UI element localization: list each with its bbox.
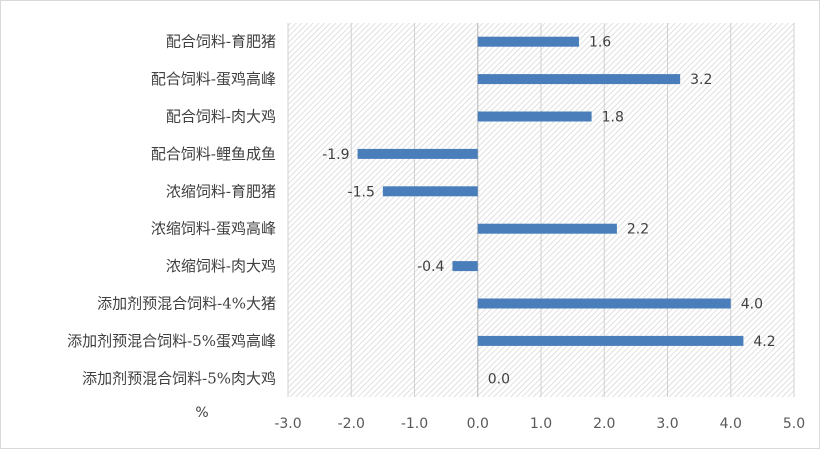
category-label: 添加剂预混合饲料-4%大猪: [97, 295, 276, 313]
x-tick-label: 5.0: [783, 416, 805, 432]
category-label: 添加剂预混合饲料-5%蛋鸡高峰: [67, 332, 276, 350]
data-label: 4.2: [753, 334, 775, 350]
data-label: -1.5: [348, 184, 375, 200]
category-label: 浓缩饲料-育肥猪: [166, 182, 276, 200]
bar: [477, 335, 744, 346]
category-labels: 配合饲料-育肥猪配合饲料-蛋鸡高峰配合饲料-肉大鸡配合饲料-鲤鱼成鱼浓缩饲料-育…: [67, 33, 276, 388]
x-tick-label: 0.0: [467, 416, 489, 432]
x-axis-tick-labels: -3.0 -2.0 -1.0 0.0 1.0 2.0 3.0 4.0 5.0: [274, 416, 805, 432]
bar: [477, 223, 617, 234]
bar: [477, 36, 579, 47]
x-tick-label: 1.0: [530, 416, 552, 432]
data-label: 1.6: [589, 35, 611, 51]
bar: [452, 261, 478, 272]
category-label: 配合饲料-蛋鸡高峰: [151, 70, 276, 88]
bars: [357, 36, 744, 346]
unit-label: %: [195, 405, 208, 421]
x-tick-label: 4.0: [720, 416, 742, 432]
data-label: 0.0: [488, 371, 510, 387]
data-label: -1.9: [322, 147, 349, 163]
bar: [477, 298, 731, 309]
x-tick-label: -3.0: [274, 416, 301, 432]
x-tick-label: 3.0: [656, 416, 678, 432]
grid-lines: [287, 23, 795, 397]
data-label: 4.0: [741, 297, 763, 313]
category-label: 配合饲料-肉大鸡: [166, 108, 276, 126]
x-tick-label: -1.0: [401, 416, 428, 432]
bar: [357, 148, 478, 159]
bar: [477, 111, 592, 122]
x-tick-label: 2.0: [593, 416, 615, 432]
data-label: 2.2: [627, 222, 649, 238]
data-labels: 1.6 3.2 1.8 -1.9 -1.5 2.2 -0.4 4.0 4.2 0.0: [322, 35, 775, 388]
data-label: 3.2: [690, 72, 712, 88]
category-label: 配合饲料-鲤鱼成鱼: [151, 145, 276, 163]
bar: [477, 74, 681, 85]
category-label: 配合饲料-育肥猪: [166, 33, 276, 51]
x-tick-label: -2.0: [338, 416, 365, 432]
category-label: 添加剂预混合饲料-5%肉大鸡: [82, 369, 276, 387]
data-label: -0.4: [417, 259, 444, 275]
category-label: 浓缩饲料-肉大鸡: [166, 257, 276, 275]
data-label: 1.8: [602, 110, 624, 126]
category-label: 浓缩饲料-蛋鸡高峰: [151, 220, 276, 238]
bar: [382, 186, 478, 197]
